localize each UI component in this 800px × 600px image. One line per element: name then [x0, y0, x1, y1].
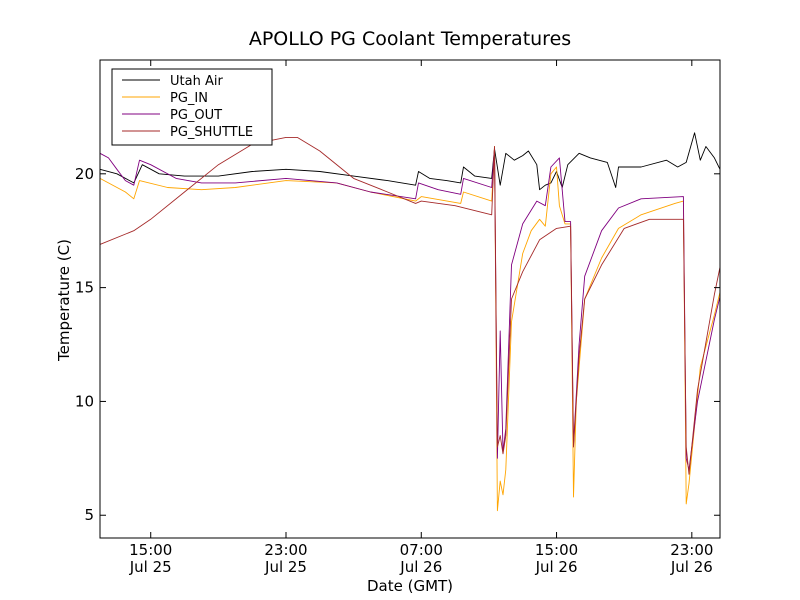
series-layer	[99, 132, 721, 512]
legend-label-0: Utah Air	[170, 74, 223, 89]
legend-box	[111, 68, 273, 146]
x-tick-label-time-1: 23:00	[264, 541, 307, 559]
series-line-0	[99, 132, 721, 191]
x-tick-label-time-0: 15:00	[129, 541, 172, 559]
x-tick-label-time-4: 23:00	[670, 541, 713, 559]
x-tick-label-time-3: 15:00	[535, 541, 578, 559]
x-axis-label: Date (GMT)	[367, 577, 453, 595]
y-axis-label: Temperature (C)	[55, 239, 73, 362]
series-line-1	[99, 146, 721, 512]
legend-label-2: PG_OUT	[170, 108, 222, 123]
x-tick-label-date-4: Jul 26	[670, 558, 713, 576]
x-tick-label-time-2: 07:00	[400, 541, 443, 559]
plot-area-frame	[99, 59, 721, 539]
y-tick-label-0: 5	[84, 506, 94, 524]
y-tick-label-3: 20	[75, 165, 94, 183]
series-line-2	[99, 148, 721, 471]
y-axis: 5 10 15 20	[75, 165, 720, 524]
x-tick-label-date-3: Jul 26	[535, 558, 578, 576]
x-tick-label-date-2: Jul 26	[399, 558, 442, 576]
x-tick-label-date-1: Jul 25	[264, 558, 307, 576]
legend-label-1: PG_IN	[170, 91, 208, 106]
legend: Utah Air PG_IN PG_OUT PG_SHUTTLE	[111, 68, 273, 146]
y-tick-label-2: 15	[75, 279, 94, 297]
legend-label-3: PG_SHUTTLE	[170, 125, 253, 140]
x-tick-label-date-0: Jul 25	[129, 558, 172, 576]
chart-title: APOLLO PG Coolant Temperatures	[249, 28, 571, 50]
y-tick-label-1: 10	[75, 392, 94, 410]
series-line-3	[99, 136, 721, 475]
